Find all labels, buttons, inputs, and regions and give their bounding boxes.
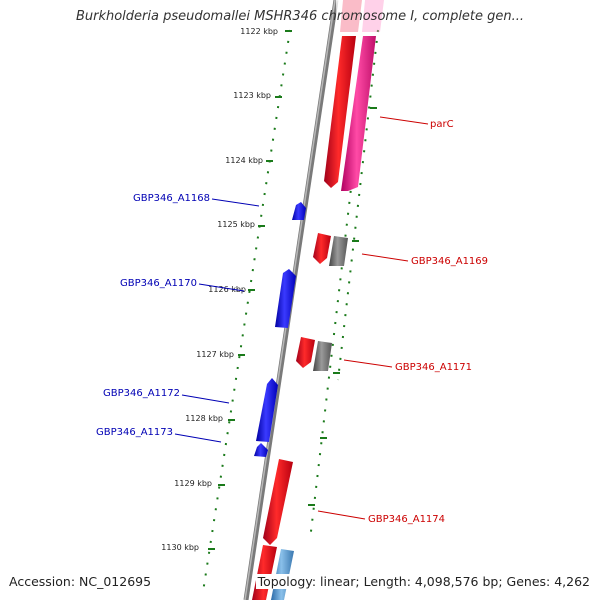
ruler-tick: 1127 kbp (196, 350, 245, 359)
top-fade (336, 0, 382, 36)
gene-GBP346_A1168[interactable] (292, 202, 306, 220)
ruler-tick: 1129 kbp (174, 479, 225, 488)
ruler-label: 1128 kbp (185, 414, 223, 423)
gene-GBP346_A1174[interactable] (263, 459, 293, 545)
gene-parC[interactable] (324, 36, 356, 188)
ruler-tick: 1125 kbp (217, 220, 265, 229)
ruler-label: 1123 kbp (233, 91, 271, 100)
gene-GBP346_A1169[interactable] (313, 233, 331, 264)
ruler-tick: 1124 kbp (225, 156, 273, 165)
ruler-label: 1122 kbp (240, 27, 278, 36)
ruler-label: 1129 kbp (174, 479, 212, 488)
gene-GBP346_A1170[interactable] (275, 269, 296, 328)
ruler-tick: 1122 kbp (240, 27, 292, 36)
cds-GBP346_A1171[interactable] (313, 341, 332, 371)
gene-label-GBP346_A1170[interactable]: GBP346_A1170 (120, 278, 197, 289)
gene-label-GBP346_A1172[interactable]: GBP346_A1172 (103, 388, 180, 399)
ruler-tick: 1126 kbp (208, 285, 255, 294)
gene-GBP346_A1173[interactable] (254, 443, 268, 457)
right-ticks (308, 107, 377, 506)
cds-parC-top (362, 0, 384, 32)
guide-line-left (202, 29, 291, 593)
gene-GBP346_A1171[interactable] (296, 337, 315, 368)
gene-label-GBP346_A1168[interactable]: GBP346_A1168 (133, 193, 210, 204)
gene-label-parC[interactable]: parC (430, 119, 454, 130)
guide-line-outer-right (337, 29, 379, 381)
ruler-label: 1125 kbp (217, 220, 255, 229)
gene-label-GBP346_A1171[interactable]: GBP346_A1171 (395, 362, 472, 373)
leader-lines (174, 116, 429, 520)
gene-parC-top (340, 0, 362, 32)
genome-summary: Topology: linear; Length: 4,098,576 bp; … (255, 574, 590, 589)
ruler: 1122 kbp 1123 kbp 1124 kbp 1125 kbp 1126… (161, 27, 292, 552)
gene-labels: parC GBP346_A1168 GBP346_A1169 GBP346_A1… (96, 119, 488, 525)
ruler-label: 1124 kbp (225, 156, 263, 165)
gene-GBP346_A1172[interactable] (256, 378, 278, 442)
ruler-label: 1130 kbp (161, 543, 199, 552)
ruler-label: 1126 kbp (208, 285, 246, 294)
ruler-tick: 1123 kbp (233, 91, 282, 100)
map-title: Burkholderia pseudomallei MSHR346 chromo… (75, 9, 525, 24)
gene-label-GBP346_A1173[interactable]: GBP346_A1173 (96, 427, 173, 438)
cds-GBP346_A1169[interactable] (329, 236, 348, 266)
ruler-label: 1127 kbp (196, 350, 234, 359)
ruler-tick: 1128 kbp (185, 414, 235, 423)
accession-label: Accession: NC_012695 (9, 574, 152, 589)
cds-parC[interactable] (341, 36, 376, 191)
ruler-tick: 1130 kbp (161, 543, 215, 552)
gene-label-GBP346_A1169[interactable]: GBP346_A1169 (411, 256, 488, 267)
gene-label-GBP346_A1174[interactable]: GBP346_A1174 (368, 514, 445, 525)
